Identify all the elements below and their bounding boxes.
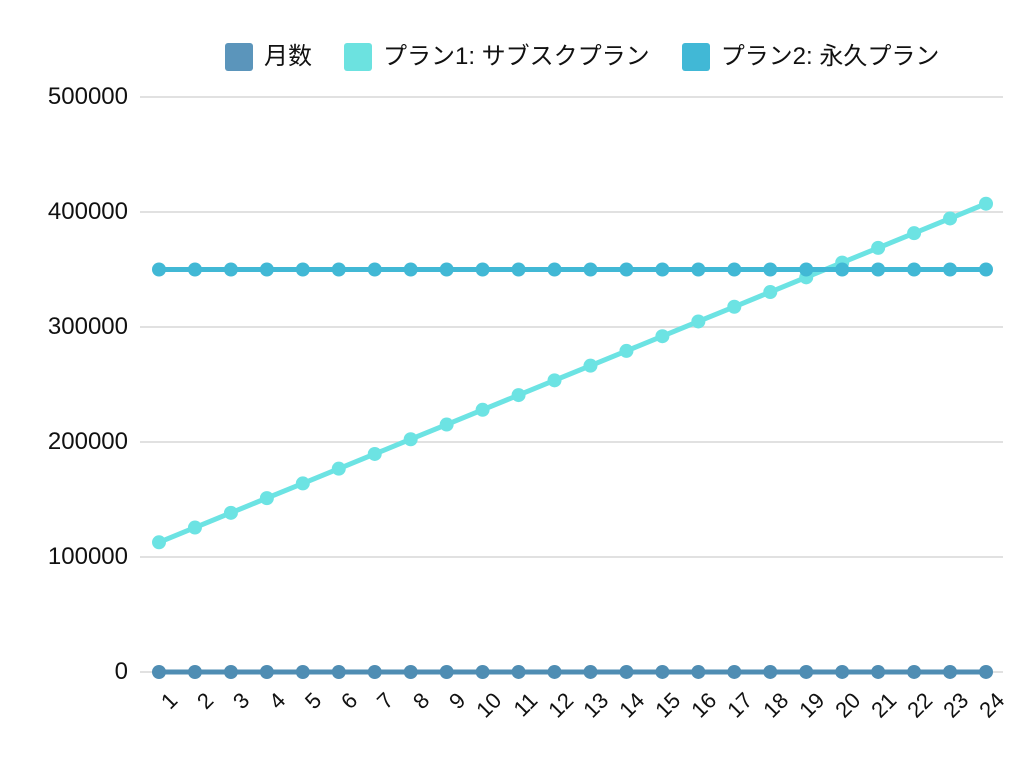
data-point-plan2 bbox=[619, 262, 634, 277]
data-point-plan2 bbox=[367, 262, 382, 277]
data-point-plan2 bbox=[691, 262, 706, 277]
data-point-plan2 bbox=[223, 262, 238, 277]
data-point-months bbox=[547, 664, 562, 679]
data-point-plan2 bbox=[799, 262, 814, 277]
data-point-plan2 bbox=[835, 262, 850, 277]
legend-swatch-plan1 bbox=[344, 43, 372, 71]
data-point-plan1 bbox=[331, 461, 346, 476]
data-point-months bbox=[511, 664, 526, 679]
data-point-plan1 bbox=[943, 211, 958, 226]
data-point-plan2 bbox=[152, 262, 166, 277]
data-point-plan2 bbox=[259, 262, 274, 277]
data-point-months bbox=[871, 664, 886, 679]
data-point-months bbox=[223, 664, 238, 679]
data-point-months bbox=[331, 664, 346, 679]
data-point-months bbox=[619, 664, 634, 679]
legend-label: 月数 bbox=[264, 43, 312, 70]
data-point-plan2 bbox=[871, 262, 886, 277]
y-tick-label: 500000 bbox=[47, 83, 128, 110]
data-point-plan1 bbox=[295, 476, 310, 491]
data-point-months bbox=[439, 664, 454, 679]
data-point-plan2 bbox=[511, 262, 526, 277]
data-point-months bbox=[763, 664, 778, 679]
data-point-plan2 bbox=[655, 262, 670, 277]
data-point-plan2 bbox=[331, 262, 346, 277]
data-point-plan2 bbox=[979, 262, 993, 277]
data-point-months bbox=[475, 664, 490, 679]
data-point-plan1 bbox=[547, 373, 562, 388]
data-point-plan1 bbox=[727, 299, 742, 314]
data-point-months bbox=[943, 664, 958, 679]
data-point-months bbox=[727, 664, 742, 679]
y-tick-label: 300000 bbox=[47, 313, 128, 340]
data-point-plan2 bbox=[763, 262, 778, 277]
data-point-plan1 bbox=[907, 226, 922, 241]
data-point-plan2 bbox=[907, 262, 922, 277]
data-point-plan2 bbox=[295, 262, 310, 277]
legend-label: プラン2: 永久プラン bbox=[720, 43, 940, 70]
data-point-months bbox=[403, 664, 418, 679]
data-point-plan1 bbox=[511, 388, 526, 403]
data-point-months bbox=[799, 664, 814, 679]
y-tick-label: 100000 bbox=[47, 543, 128, 570]
data-point-plan1 bbox=[187, 520, 202, 535]
data-point-months bbox=[259, 664, 274, 679]
data-point-plan1 bbox=[655, 329, 670, 344]
data-point-plan2 bbox=[583, 262, 598, 277]
data-point-months bbox=[691, 664, 706, 679]
data-point-plan2 bbox=[403, 262, 418, 277]
data-point-plan1 bbox=[691, 314, 706, 329]
data-point-months bbox=[907, 664, 922, 679]
data-point-months bbox=[187, 664, 202, 679]
data-point-plan1 bbox=[871, 240, 886, 255]
chart-legend: 月数 プラン1: サブスクプラン プラン2: 永久プラン bbox=[225, 42, 939, 72]
data-point-plan1 bbox=[259, 491, 274, 506]
data-point-plan1 bbox=[979, 196, 993, 211]
data-point-plan2 bbox=[475, 262, 490, 277]
data-point-months bbox=[367, 664, 382, 679]
data-point-months bbox=[152, 664, 166, 679]
data-point-plan1 bbox=[439, 417, 454, 432]
series-line-plan1 bbox=[156, 201, 989, 545]
legend-item-plan1: プラン1: サブスクプラン bbox=[344, 42, 650, 72]
y-tick-label: 0 bbox=[114, 658, 128, 685]
data-point-plan2 bbox=[727, 262, 742, 277]
legend-item-months: 月数 bbox=[225, 42, 312, 72]
y-tick-label: 400000 bbox=[47, 198, 128, 225]
data-point-months bbox=[835, 664, 850, 679]
data-point-months bbox=[583, 664, 598, 679]
data-point-months bbox=[655, 664, 670, 679]
y-tick-label: 200000 bbox=[47, 428, 128, 455]
data-point-plan2 bbox=[547, 262, 562, 277]
data-point-plan2 bbox=[439, 262, 454, 277]
legend-item-plan2: プラン2: 永久プラン bbox=[681, 42, 940, 72]
data-point-plan1 bbox=[619, 343, 634, 358]
data-point-plan1 bbox=[763, 285, 778, 300]
data-point-plan2 bbox=[187, 262, 202, 277]
data-point-months bbox=[979, 664, 993, 679]
data-point-plan2 bbox=[943, 262, 958, 277]
data-point-plan1 bbox=[367, 446, 382, 461]
data-point-plan1 bbox=[475, 402, 490, 417]
legend-swatch-months bbox=[225, 43, 253, 71]
data-point-plan1 bbox=[583, 358, 598, 373]
legend-label: プラン1: サブスクプラン bbox=[383, 43, 650, 70]
data-point-plan1 bbox=[152, 535, 166, 550]
data-point-plan1 bbox=[403, 432, 418, 447]
legend-swatch-plan2 bbox=[681, 43, 710, 71]
data-point-months bbox=[295, 664, 310, 679]
data-point-plan1 bbox=[223, 505, 238, 520]
